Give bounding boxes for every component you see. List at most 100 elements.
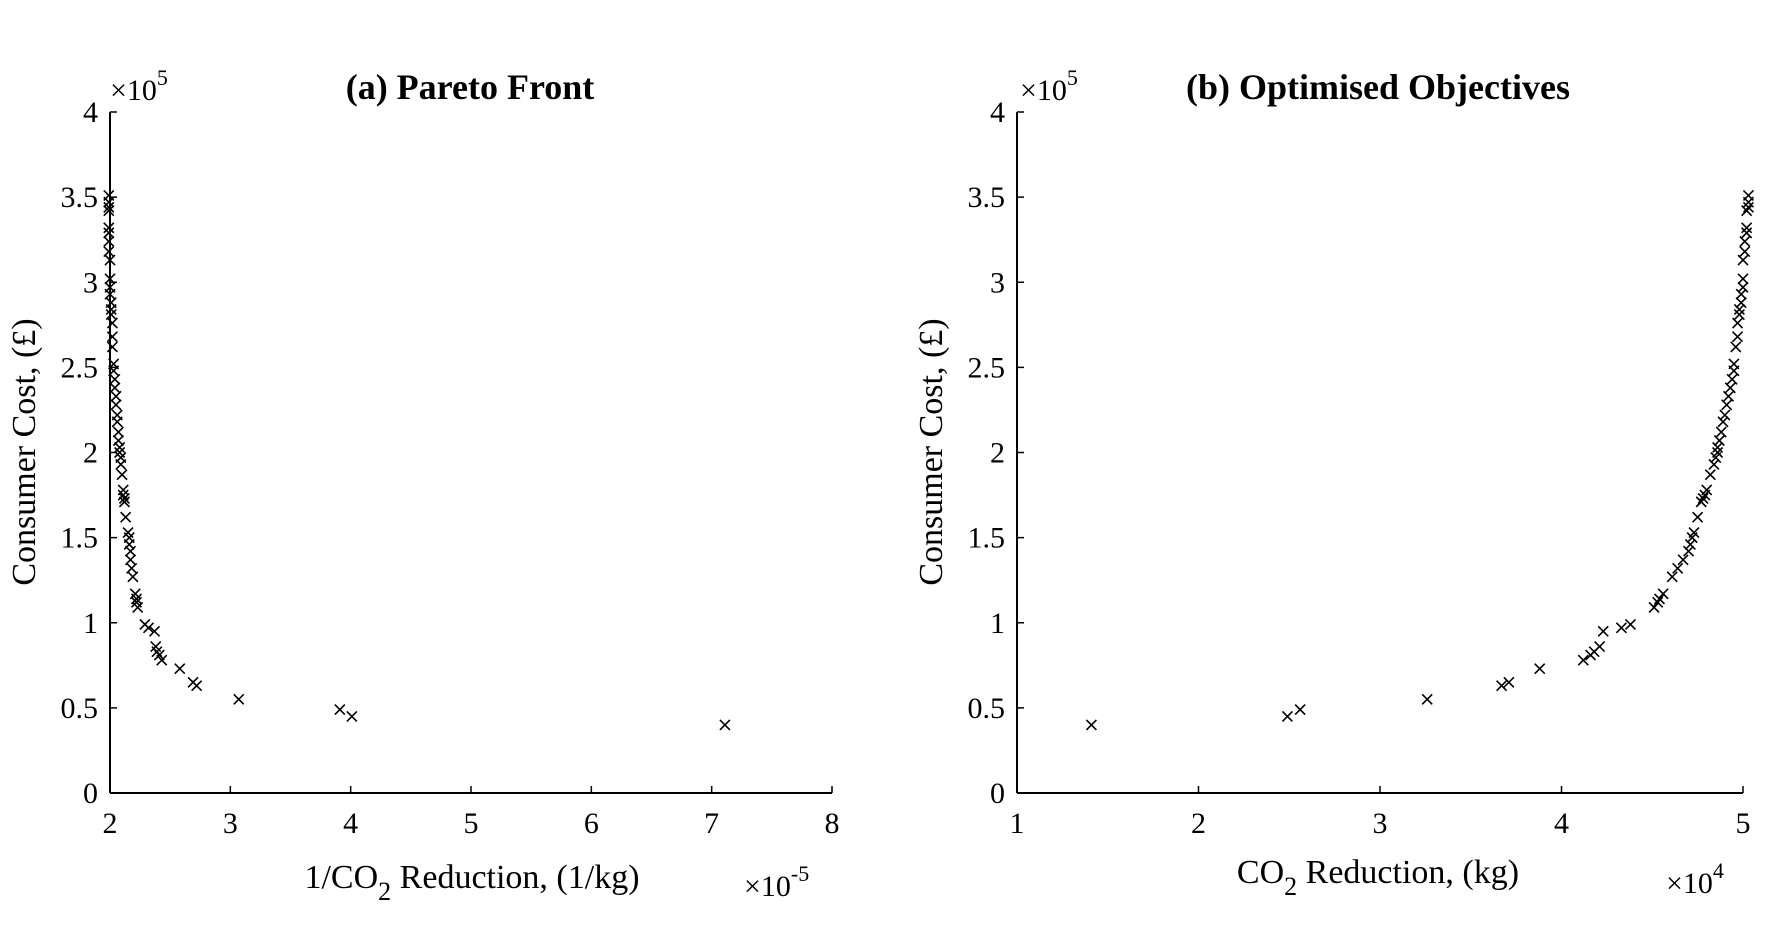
- panel-b-data-point: [1726, 373, 1738, 385]
- panel-a-y-multiplier-exp: 5: [157, 65, 168, 90]
- panel-a-y-tick-label: 0.5: [61, 692, 99, 725]
- panel-b-data-point: [1728, 358, 1740, 370]
- panel-b-data-point: [1648, 601, 1660, 613]
- panel-b-y-tick-label: 0.5: [968, 692, 1006, 725]
- panel-b-y-tick-label: 2: [990, 437, 1005, 470]
- panel-b-data-point: [1708, 458, 1720, 470]
- panel-a-x-tick-label: 3: [223, 807, 238, 840]
- panel-a-y-tick-label: 2: [83, 437, 98, 470]
- panel-a-x-tick-label: 7: [704, 807, 719, 840]
- panel-b-x-tick-label: 2: [1191, 807, 1206, 840]
- panel-b-data-point: [1724, 382, 1736, 394]
- panel-a-data-point: [103, 227, 115, 239]
- panel-b-data-point: [1742, 189, 1755, 201]
- panel-b-y-multiplier-exp: 5: [1067, 65, 1078, 90]
- panel-b-data-point: [1653, 593, 1666, 605]
- panel-a-data-point: [114, 446, 126, 459]
- panel-b-y-tick-label: 1.5: [968, 522, 1006, 555]
- panel-b-data-point: [1704, 469, 1716, 481]
- panel-a-data-point: [103, 205, 115, 217]
- panel-b-data-point: [1294, 704, 1306, 716]
- panel-b-title: (b) Optimised Objectives: [1186, 67, 1570, 107]
- panel-b-data-point: [1719, 409, 1731, 421]
- panel-b-y-multiplier-base: ×10: [1020, 74, 1067, 107]
- panel-a-data-point: [116, 469, 128, 481]
- panel-b-data-point: [1695, 496, 1707, 508]
- panel-b-data-point: [1281, 710, 1294, 722]
- panel-b-x-label-post: Reduction, (kg): [1297, 854, 1519, 891]
- panel-b-y-tick-label: 2.5: [968, 351, 1006, 384]
- panel-a-y-tick-label: 4: [83, 96, 98, 129]
- panel-a-data-point: [110, 399, 122, 411]
- panel-a-data-point: [148, 625, 161, 637]
- panel-a-x-label-sub: 2: [378, 877, 391, 906]
- panel-b-data-point: [1733, 309, 1745, 321]
- panel-b-data-point: [1624, 618, 1637, 631]
- panel-a-y-multiplier-base: ×10: [110, 74, 157, 107]
- panel-b-data-point: [1722, 390, 1735, 402]
- panel-a-pareto-front: (a) Pareto Front ×105 Consumer Cost, (£)…: [6, 65, 840, 906]
- panel-b-data-point: [1735, 288, 1747, 300]
- panel-b-x-tick-label: 4: [1554, 807, 1569, 840]
- panel-b-y-tick-label: 0: [990, 777, 1005, 810]
- panel-a-y-axis-label: Consumer Cost, (£): [6, 318, 43, 585]
- panel-a-x-tick-label: 4: [343, 807, 358, 840]
- panel-a-y-multiplier: ×105: [110, 65, 168, 107]
- panel-a-x-multiplier-exp: -5: [791, 861, 809, 886]
- panel-a-data-point: [150, 641, 162, 653]
- panel-b-data-point: [1577, 654, 1589, 666]
- panel-a-data-point: [117, 489, 129, 501]
- panel-b-data-point: [1742, 201, 1755, 213]
- panel-b-data-point: [1534, 663, 1546, 675]
- panel-b-y-tick-label: 3.5: [968, 181, 1006, 214]
- panel-b-data-point: [1692, 511, 1704, 523]
- panel-a-y-tick-label: 1: [83, 607, 98, 640]
- panel-b-x-tick-label: 1: [1010, 807, 1025, 840]
- panel-b-data-point: [1594, 641, 1606, 653]
- panel-b-y-tick-label: 4: [990, 96, 1005, 129]
- panel-b-y-tick-label: 3: [990, 266, 1005, 299]
- panel-b-data-point: [1712, 441, 1724, 453]
- panel-a-data-point: [174, 663, 186, 675]
- panel-a-x-tick-label: 2: [103, 807, 118, 840]
- panel-b-data-point: [1684, 538, 1696, 551]
- panel-b-data-point: [1730, 341, 1742, 353]
- panel-b-x-multiplier-exp: 4: [1713, 858, 1724, 883]
- panel-b-data-point: [1737, 273, 1749, 285]
- panel-b-data-point: [1731, 331, 1744, 343]
- panel-a-x-label-pre: 1/CO: [304, 859, 378, 896]
- panel-b-data-point: [1421, 693, 1433, 705]
- panel-b-x-label-pre: CO: [1237, 854, 1284, 891]
- panel-b-data-point: [1733, 303, 1745, 316]
- panel-a-y-tick-label: 3: [83, 266, 98, 299]
- svg-text:×10-5: ×10-5: [744, 861, 809, 903]
- panel-a-x-multiplier: ×10-5: [744, 861, 809, 903]
- panel-b-data-point: [1713, 435, 1725, 447]
- panel-a-y-tick-label: 3.5: [61, 181, 99, 214]
- panel-b-x-label-sub: 2: [1284, 872, 1297, 901]
- panel-b-y-tick-label: 1: [990, 607, 1005, 640]
- panel-a-data-point: [124, 554, 137, 566]
- panel-b-data-point: [1717, 416, 1729, 428]
- panel-b-data-point: [1677, 554, 1689, 566]
- panel-b-data-point: [1615, 622, 1627, 634]
- panel-b-x-multiplier-base: ×10: [1666, 867, 1713, 900]
- panel-a-x-multiplier-base: ×10: [744, 870, 791, 903]
- panel-b-data-point: [1735, 297, 1747, 309]
- panel-b-data-point: [1721, 399, 1733, 411]
- panel-a-data-point: [334, 704, 346, 716]
- panel-b-data-point: [1496, 680, 1508, 692]
- panel-b-data-point: [1741, 227, 1753, 239]
- panel-a-x-tick-label: 5: [464, 807, 479, 840]
- panel-b-x-tick-label: 5: [1736, 807, 1751, 840]
- panel-a-data-point: [112, 435, 124, 447]
- panel-a-data-point: [106, 341, 118, 353]
- panel-b-data-point: [1597, 625, 1609, 637]
- panel-a-y-tick-label: 2.5: [61, 351, 99, 384]
- panel-a-x-label-post: Reduction, (1/kg): [391, 859, 639, 896]
- panel-b-data-point: [1737, 281, 1749, 293]
- panel-a-data-point: [719, 719, 731, 731]
- panel-a-data-point: [109, 382, 121, 394]
- panel-b-data-point: [1657, 588, 1669, 600]
- panel-a-data-point: [104, 281, 116, 293]
